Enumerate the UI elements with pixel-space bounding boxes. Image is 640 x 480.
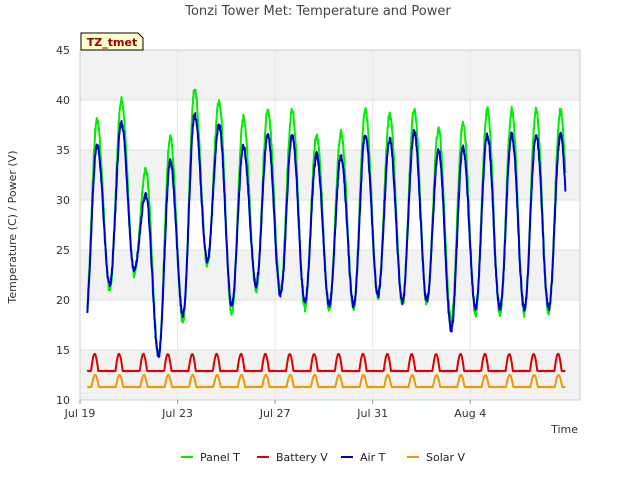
grid-band xyxy=(80,350,580,400)
legend-item: Panel T xyxy=(181,451,240,464)
legend-item: Battery V xyxy=(257,451,328,464)
y-tick-label: 35 xyxy=(56,144,70,157)
legend-label: Air T xyxy=(360,451,386,464)
station-tag: TZ_tmet xyxy=(80,32,144,51)
y-axis-label: Temperature (C) / Power (V) xyxy=(6,150,19,304)
legend-item: Air T xyxy=(341,451,386,464)
series-line-solar-v xyxy=(86,373,567,389)
plot-border xyxy=(79,49,581,401)
series-line-battery-v xyxy=(86,352,567,373)
legend: Panel T Battery V Air T Solar V xyxy=(181,451,466,464)
station-tag-box xyxy=(80,32,144,51)
station-tag-label: TZ_tmet xyxy=(87,36,137,49)
legend-label: Battery V xyxy=(276,451,328,464)
y-tick-label: 15 xyxy=(56,344,70,357)
grid-band xyxy=(80,50,580,100)
series-line-air-t xyxy=(86,112,567,358)
plot-area xyxy=(79,49,581,401)
series-lines xyxy=(86,88,567,389)
y-axis-ticks: 10 15 20 25 30 35 40 45 xyxy=(56,44,70,407)
x-axis-ticks: Jul 19 Jul 23 Jul 27 Jul 31 Aug 4 xyxy=(64,400,486,420)
x-tick-label: Jul 19 xyxy=(64,407,96,420)
x-tick-label: Aug 4 xyxy=(454,407,486,420)
plot-background xyxy=(80,50,580,400)
legend-label: Solar V xyxy=(426,451,466,464)
y-tick-label: 45 xyxy=(56,44,70,57)
y-tick-label: 40 xyxy=(56,94,70,107)
grid-band xyxy=(80,150,580,200)
legend-label: Panel T xyxy=(200,451,240,464)
legend-item: Solar V xyxy=(407,451,466,464)
y-tick-label: 30 xyxy=(56,194,70,207)
chart-title: Tonzi Tower Met: Temperature and Power xyxy=(184,4,451,19)
x-axis-label: Time xyxy=(550,423,578,436)
x-tick-label: Jul 27 xyxy=(259,407,291,420)
x-tick-label: Jul 31 xyxy=(356,407,388,420)
y-tick-label: 25 xyxy=(56,244,70,257)
y-tick-label: 10 xyxy=(56,394,70,407)
y-tick-label: 20 xyxy=(56,294,70,307)
x-tick-label: Jul 23 xyxy=(161,407,193,420)
